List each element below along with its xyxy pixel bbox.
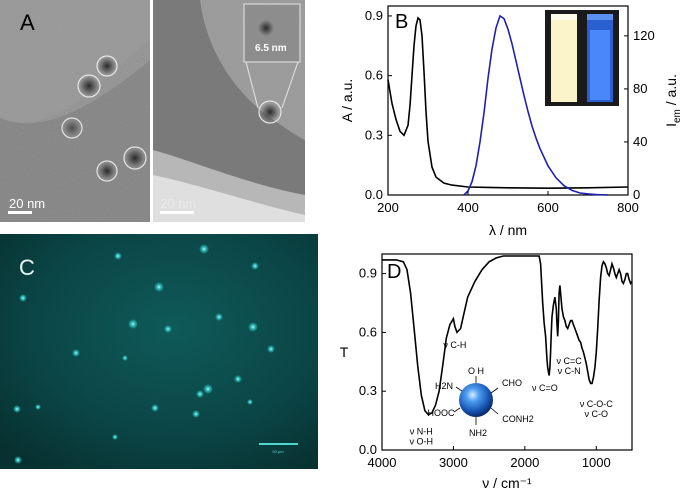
panel-a: 20 nm 20 nm 6.5 nm A (0, 0, 305, 222)
d-series-group (382, 255, 633, 416)
right-scale-label: 20 nm (160, 196, 196, 211)
d-ticks-group: 4000 3000 2000 1000 0.0 0.3 0.6 0.9 (359, 266, 611, 470)
b-y-right-tick-label: 0 (633, 187, 640, 202)
d-annotations-group: ν N-Hν O-H ν C-H ν C=O ν C=Cν C-N ν C-O-Cν C… (410, 340, 614, 446)
d-x-tick-label: 2000 (510, 455, 539, 470)
d-y-axis-label: T (340, 344, 349, 360)
cuvette-visible-light (551, 14, 577, 102)
b-ticks-group: 200 400 600 800 0.0 0.3 0.6 0.9 0 40 80 120 (365, 8, 655, 215)
d-annotation: ν C=O (532, 383, 558, 393)
carbon-dot-molecule: H2N O H CHO HOOC CONH2 NH2 (428, 366, 534, 438)
b-x-tick-label: 400 (457, 200, 479, 215)
d-y-tick-label: 0.0 (359, 442, 377, 457)
b-series-1 (463, 14, 609, 196)
left-scale-bar (8, 211, 32, 214)
b-y-left-tick-label: 0.6 (365, 68, 383, 83)
d-y-tick-label: 0.9 (359, 266, 377, 281)
b-y-left-tick-label: 0.3 (365, 127, 383, 142)
b-y-right-main: I (663, 123, 679, 127)
d-plot-frame (381, 253, 633, 451)
d-annotation: ν O-H (410, 436, 434, 446)
molecule-label-nh2: NH2 (469, 428, 487, 438)
d-annotation: ν C-O (585, 409, 609, 419)
tem-images: 20 nm 20 nm 6.5 nm A (0, 0, 305, 222)
d-annotation: ν C=C (557, 356, 583, 366)
cuvette-photo-inset (545, 10, 619, 106)
d-y-tick-label: 0.6 (359, 324, 377, 339)
right-scale-bar (160, 211, 194, 214)
d-series-0 (382, 255, 633, 416)
b-x-tick-label: 200 (377, 200, 399, 215)
d-annotation: ν N-H (410, 426, 433, 436)
b-x-tick-label: 600 (537, 200, 559, 215)
molecule-label-cho: CHO (502, 378, 522, 388)
panel-letter-b: B (395, 11, 408, 33)
d-x-tick-label: 3000 (439, 455, 468, 470)
b-x-tick-label: 800 (617, 200, 639, 215)
d-annotation: ν C-O-C (580, 399, 613, 409)
d-annotation: ν C-H (443, 340, 466, 350)
molecule-label-conh2: CONH2 (502, 414, 534, 424)
fluorescence-image: 50 µm C (0, 234, 318, 469)
panel-letter-c: C (19, 255, 35, 280)
b-y-right-tick-label: 120 (633, 28, 655, 43)
panel-letter-a: A (20, 10, 35, 35)
b-y-left-tick-label: 0.9 (365, 8, 383, 23)
b-y-axis-label-left: A / a.u. (340, 79, 355, 123)
panel-letter-d: D (387, 261, 401, 283)
b-y-left-tick-label: 0.0 (365, 187, 383, 202)
tem-left-image (0, 0, 150, 222)
molecule-label-oh: O H (468, 366, 484, 376)
fluorescent-particles (13, 244, 275, 464)
b-y-right-tick-label: 40 (633, 134, 647, 149)
b-plot-frame (387, 5, 629, 196)
d-x-axis-label: ν / cm⁻¹ (482, 475, 532, 491)
left-scale-label: 20 nm (9, 196, 45, 211)
c-scale-bar (259, 443, 298, 445)
b-series-0 (387, 16, 629, 190)
d-y-tick-label: 0.3 (359, 383, 377, 398)
b-y-right-suffix: / a.u. (663, 74, 679, 109)
d-x-tick-label: 4000 (368, 455, 397, 470)
b-y-axis-label-right: Iem / a.u. (663, 74, 683, 127)
d-x-tick-label: 1000 (582, 455, 611, 470)
b-x-axis-label: λ / nm (489, 222, 527, 238)
molecule-label-hooc: HOOC (428, 408, 456, 418)
b-y-right-tick-label: 80 (633, 81, 647, 96)
inset-size-label: 6.5 nm (255, 43, 287, 54)
d-annotation: ν C-N (558, 366, 581, 376)
panel-c: 50 µm C (0, 234, 318, 469)
tem-right-image (153, 0, 305, 222)
particle-markers (61, 55, 147, 182)
b-y-right-sub: em (672, 109, 683, 123)
molecule-label-h2n: H2N (435, 381, 453, 391)
c-scale-label: 50 µm (272, 449, 284, 454)
b-series-group (387, 14, 629, 196)
